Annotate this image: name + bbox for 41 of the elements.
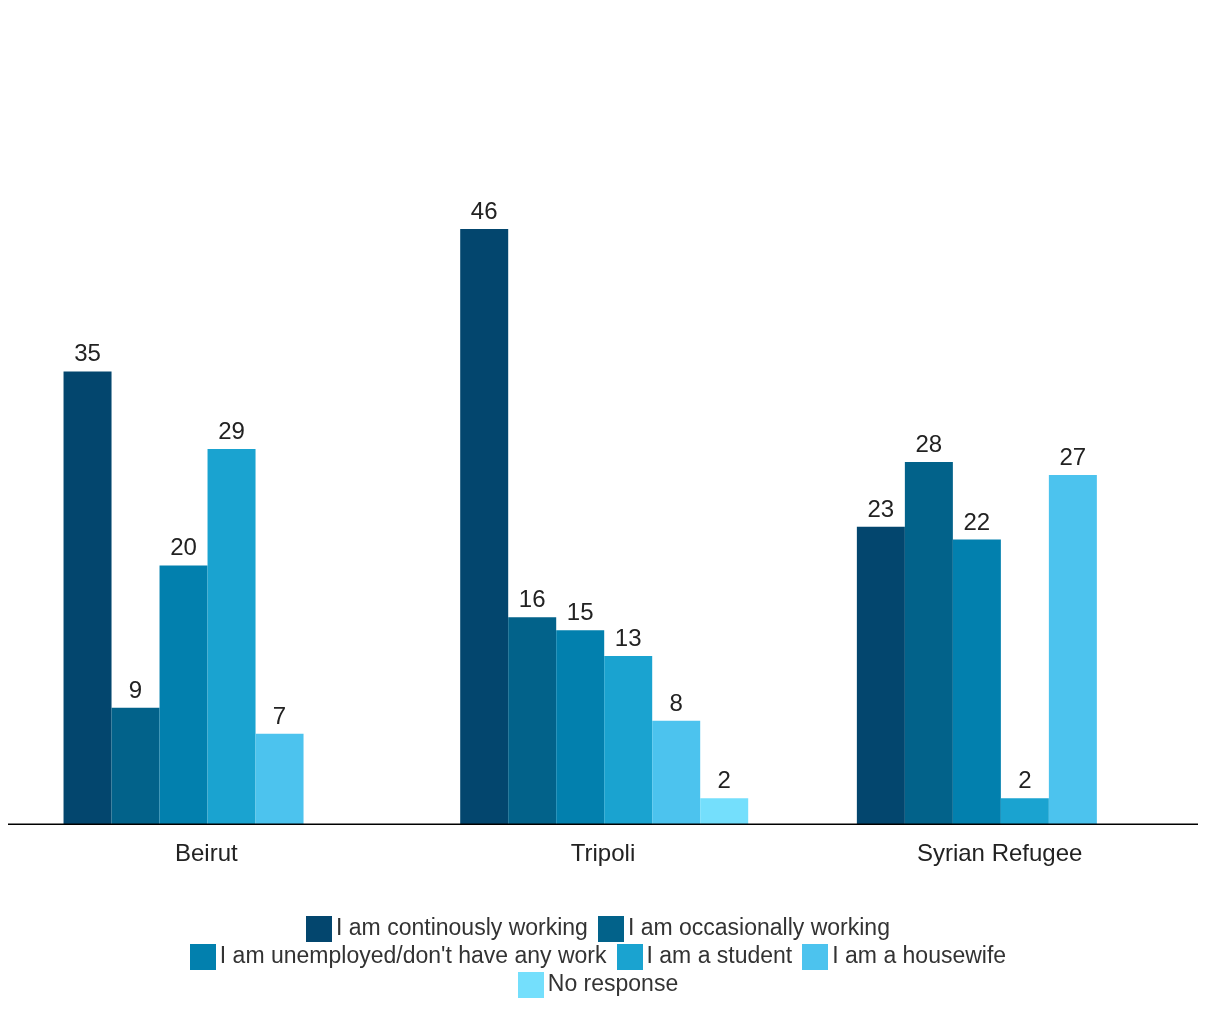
data-label: 13 [614, 624, 642, 652]
legend-label: I am occasionally working [627, 914, 890, 941]
bar [255, 733, 304, 825]
data-label: 15 [566, 598, 594, 626]
x-tick-label: Syrian Refugee [916, 839, 1083, 867]
bar [952, 539, 1001, 825]
bar [111, 707, 160, 825]
bar [63, 371, 112, 825]
data-label: 7 [272, 701, 287, 729]
legend-label: I am unemployed/don't have any work [219, 942, 607, 969]
legend-label: No response [547, 970, 679, 997]
bar [856, 526, 905, 825]
bar [508, 617, 557, 825]
data-label: 20 [170, 533, 197, 561]
legend-label: I am a housewife [832, 942, 1007, 969]
bar [207, 449, 256, 825]
bar [904, 461, 953, 825]
data-label: 35 [74, 339, 101, 367]
data-label: 28 [915, 429, 943, 457]
data-label: 27 [1059, 442, 1087, 470]
data-label: 46 [470, 197, 498, 225]
data-label: 9 [128, 675, 143, 703]
data-label: 29 [218, 417, 245, 445]
bar [1000, 798, 1049, 825]
data-label: 22 [963, 507, 991, 535]
bar [700, 798, 749, 825]
data-label: 23 [867, 494, 895, 522]
x-tick-label: Beirut [174, 839, 239, 867]
data-label: 16 [518, 585, 546, 613]
bar [159, 565, 208, 825]
bar [460, 229, 509, 825]
bar [652, 720, 701, 825]
bar [604, 656, 653, 825]
bar [556, 630, 605, 825]
data-label: 2 [717, 766, 731, 794]
data-label: 8 [669, 688, 683, 716]
legend-label: I am a student [646, 942, 793, 969]
legend-label: I am continously working [336, 914, 588, 941]
data-label: 2 [1018, 766, 1032, 794]
bar [1048, 474, 1097, 825]
x-tick-label: Tripoli [570, 839, 636, 867]
